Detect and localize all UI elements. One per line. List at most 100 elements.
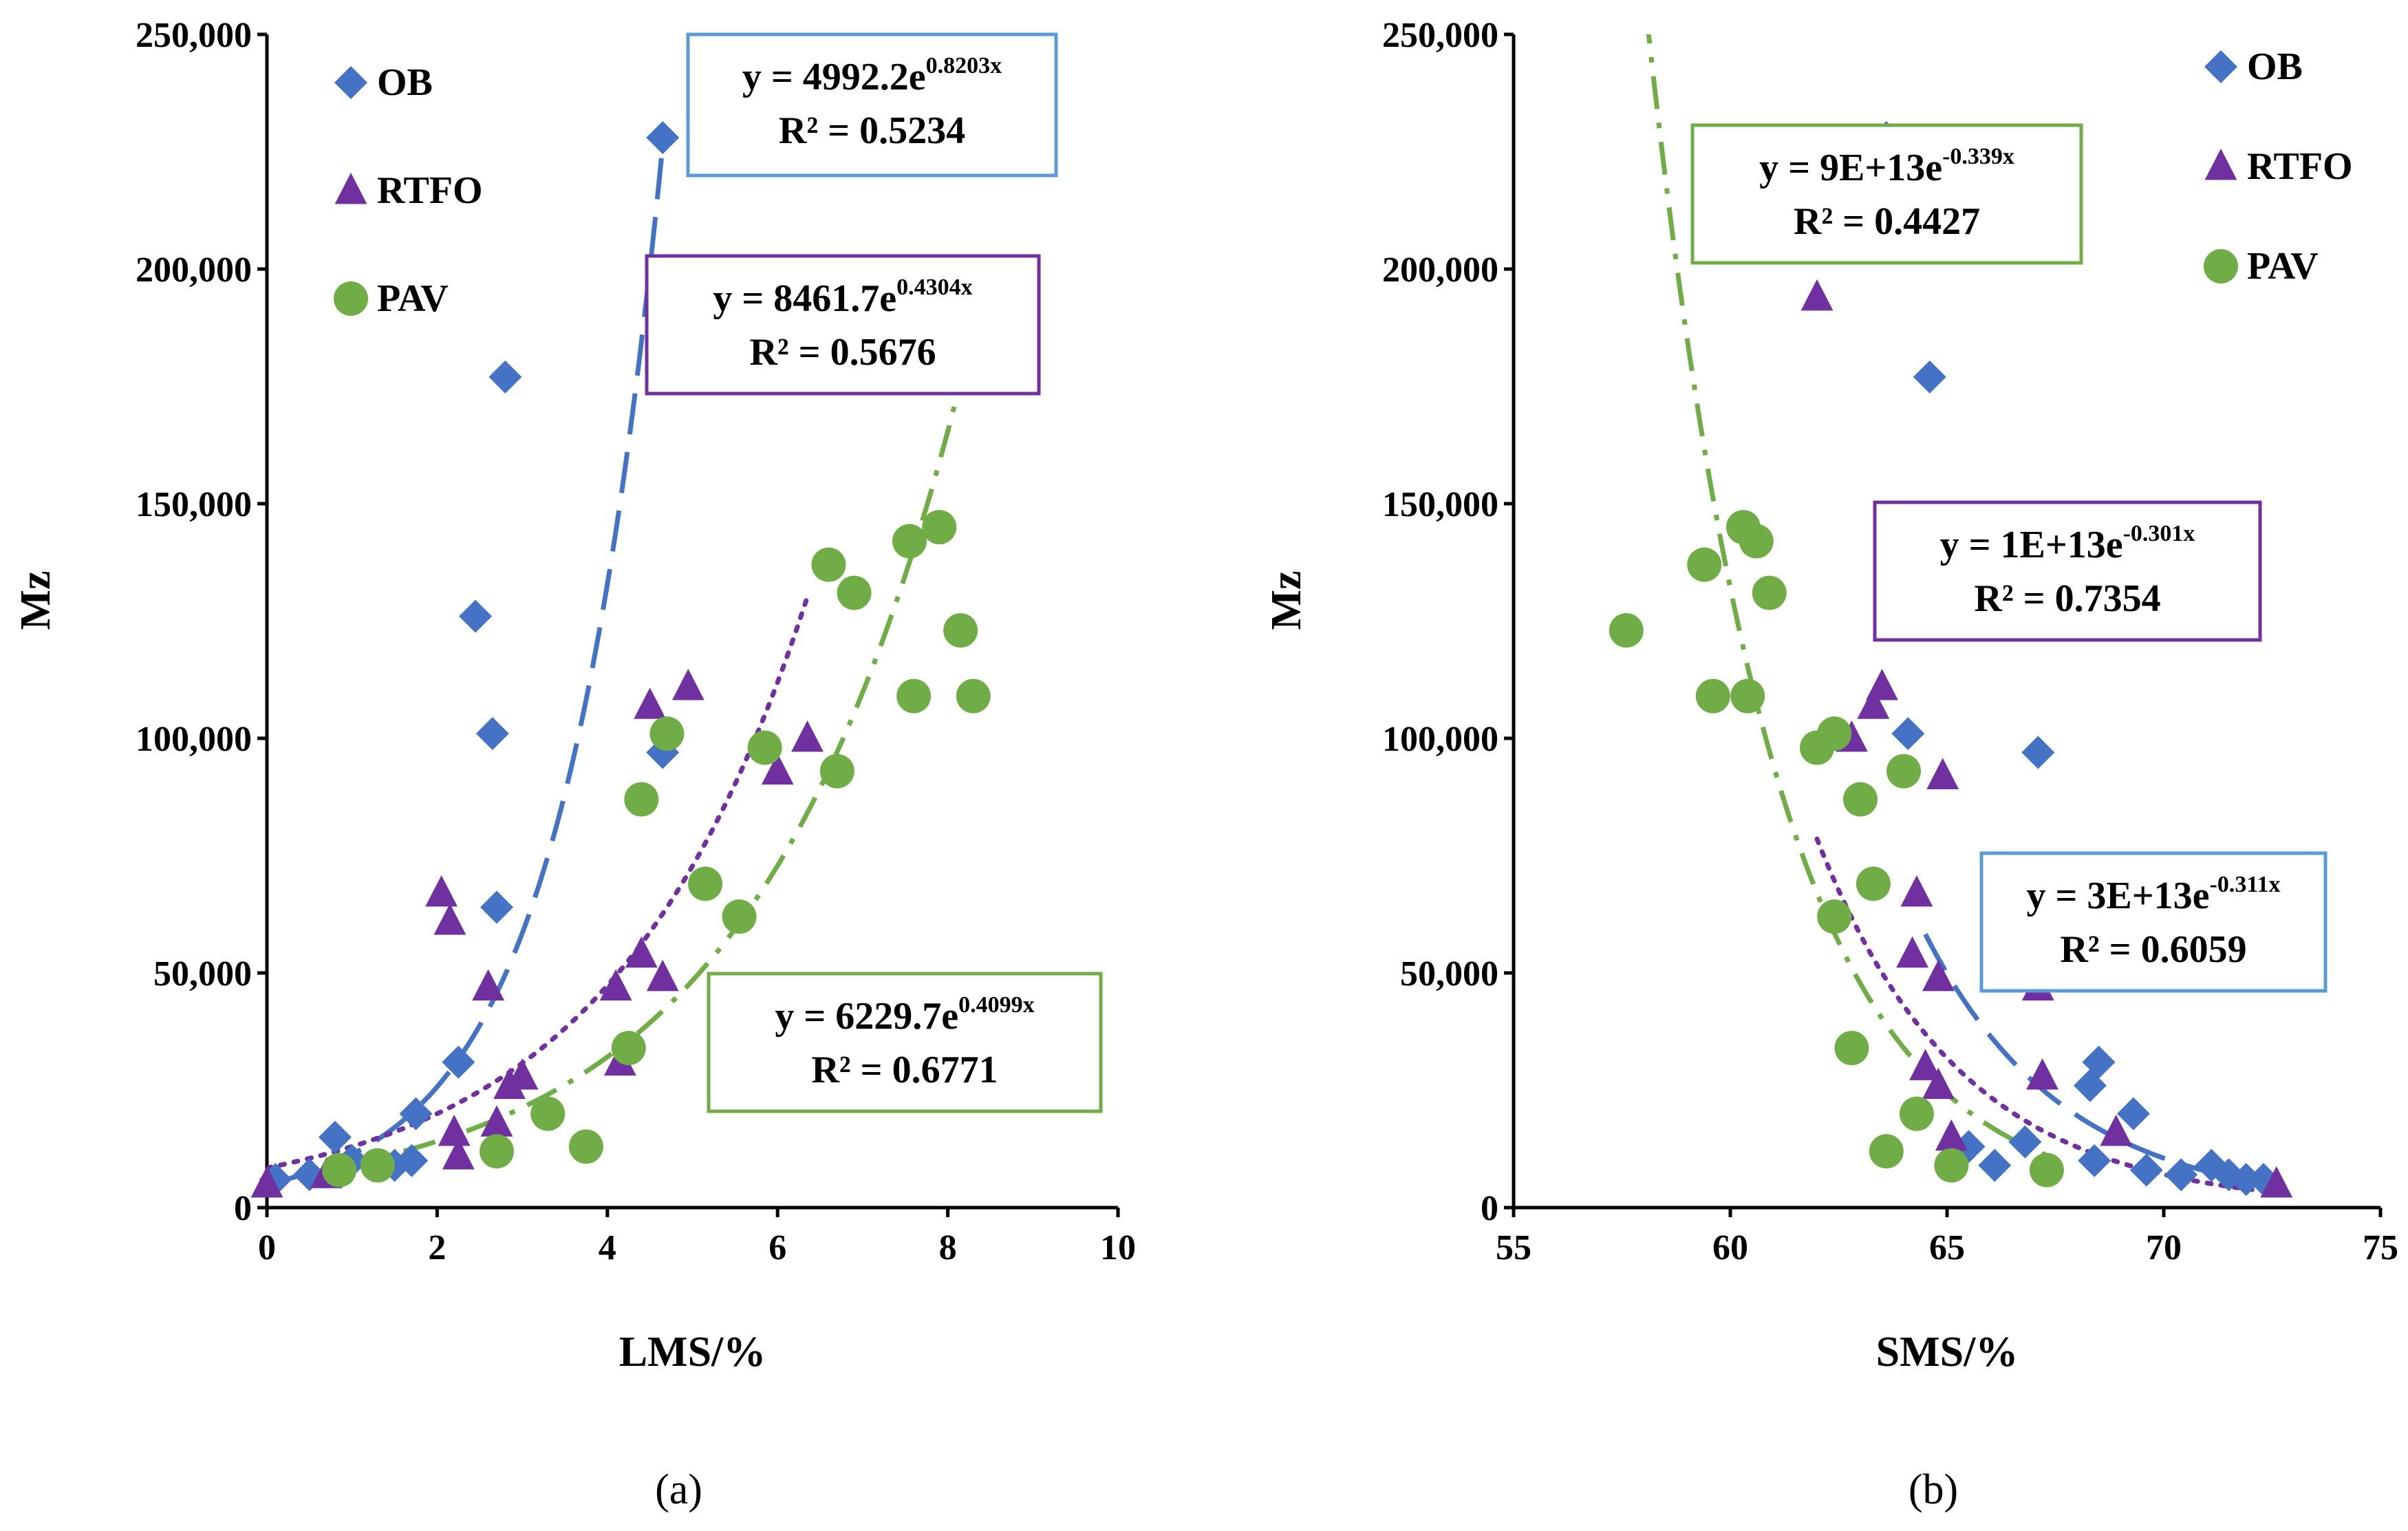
data-point-pav <box>1687 547 1722 582</box>
data-point-pav <box>649 716 685 751</box>
data-point-pav <box>1834 1031 1869 1066</box>
data-point-rtfo <box>1922 959 1955 992</box>
trendline-rtfo <box>1814 836 2279 1195</box>
data-point-ob <box>1891 717 1925 751</box>
x-tick-label: 10 <box>1100 1228 1136 1267</box>
data-point-ob <box>459 599 493 633</box>
data-point-rtfo <box>480 1105 513 1137</box>
trendline-r2: R² = 0.7354 <box>1974 577 2160 620</box>
data-point-ob <box>2229 1163 2263 1197</box>
data-point-pav <box>1739 524 1774 559</box>
legend-marker-rtfo <box>334 173 367 204</box>
data-point-pav <box>322 1153 357 1188</box>
data-point-pav <box>1695 678 1730 714</box>
x-tick-label: 8 <box>939 1228 957 1267</box>
equation-base: y = 3E+13e <box>2027 875 2210 917</box>
data-point-pav <box>811 547 846 582</box>
x-axis-label: SMS/% <box>1876 1329 2019 1375</box>
data-point-pav <box>1869 1134 1904 1169</box>
equation-exponent: 0.4304x <box>896 275 973 300</box>
y-tick-label: 50,000 <box>1400 954 1498 994</box>
data-point-pav <box>1934 1148 1969 1183</box>
equation-box-border <box>707 972 1103 1113</box>
x-tick-label: 70 <box>2146 1228 2182 1267</box>
data-point-rtfo <box>1857 687 1890 719</box>
equation-box-border <box>1979 851 2328 993</box>
legend-label-ob: OB <box>377 61 433 104</box>
data-point-rtfo <box>761 753 794 785</box>
data-point-pav <box>2029 1153 2064 1188</box>
trendline-pav <box>338 329 976 1169</box>
data-point-pav <box>530 1096 566 1131</box>
legend-marker-ob <box>334 66 367 99</box>
data-point-rtfo <box>506 1058 539 1090</box>
trendline-equation: y = 3E+13e-0.311x <box>2027 872 2281 917</box>
x-tick-label: 75 <box>2363 1228 2398 1267</box>
data-point-rtfo <box>1935 1119 1968 1151</box>
data-point-ob <box>395 1144 429 1177</box>
data-point-rtfo <box>634 687 667 719</box>
data-point-pav <box>943 613 978 648</box>
equation-box-rtfo: y = 1E+13e-0.301x R² = 0.7354 <box>1873 500 2262 642</box>
chart-panel-b: 0 50,000 100,000 150,000 200,000 250,000 55 60 6… <box>1263 16 2398 1513</box>
series-pav <box>322 510 991 1188</box>
data-point-ob <box>2008 1125 2042 1159</box>
equation-base: y = 1E+13e <box>1940 524 2123 566</box>
equation-exponent: 0.4099x <box>958 992 1035 1018</box>
data-point-ob <box>488 360 522 394</box>
x-tick-label: 2 <box>428 1228 446 1267</box>
panel-label: (b) <box>1909 1466 1958 1513</box>
data-point-pav <box>1817 899 1852 934</box>
legend-marker-rtfo <box>2204 149 2237 180</box>
data-point-rtfo <box>438 1114 471 1146</box>
data-point-pav <box>479 1134 514 1169</box>
data-point-rtfo <box>1926 758 1959 790</box>
data-point-pav <box>1817 716 1852 751</box>
data-point-rtfo <box>442 1137 475 1170</box>
data-point-rtfo <box>625 936 658 968</box>
data-point-pav <box>1886 753 1921 789</box>
legend-marker-pav <box>2204 249 2238 283</box>
data-point-ob <box>442 1045 475 1079</box>
data-point-ob <box>1913 360 1946 394</box>
panel-label: (a) <box>655 1466 702 1513</box>
data-point-ob <box>475 717 509 751</box>
data-point-rtfo <box>433 903 466 935</box>
data-point-pav <box>896 678 932 714</box>
data-point-ob <box>2073 1069 2107 1102</box>
equation-box-ob: y = 3E+13e-0.311x R² = 0.6059 <box>1979 851 2328 993</box>
data-point-pav <box>892 524 927 559</box>
data-point-ob <box>480 890 513 924</box>
x-tick-label: 55 <box>1496 1228 1531 1267</box>
data-point-rtfo <box>791 720 824 752</box>
data-point-ob <box>399 1097 433 1131</box>
x-tick-label: 0 <box>258 1228 276 1267</box>
equation-exponent: -0.311x <box>2210 872 2281 897</box>
y-tick-label: 200,000 <box>136 250 252 290</box>
data-point-ob <box>646 121 680 155</box>
y-tick-label: 150,000 <box>1382 485 1498 524</box>
y-tick-label: 250,000 <box>136 16 252 55</box>
legend-label-rtfo: RTFO <box>2247 145 2353 188</box>
x-axis-label: LMS/% <box>619 1329 766 1375</box>
x-tick-label: 4 <box>599 1228 616 1267</box>
series-pav <box>1609 510 2064 1188</box>
equation-exponent: -0.339x <box>1942 144 2014 169</box>
data-point-pav <box>611 1031 646 1066</box>
equation-box-border <box>1873 500 2262 642</box>
trendline-r2: R² = 0.5234 <box>779 109 965 152</box>
data-point-ob <box>2129 1153 2163 1187</box>
y-tick-label: 100,000 <box>1382 720 1498 759</box>
data-point-rtfo <box>671 668 705 700</box>
y-tick-label: 250,000 <box>1382 16 1498 55</box>
equation-box-border <box>686 32 1058 178</box>
data-point-rtfo <box>1900 875 1933 907</box>
series-rtfo <box>1800 279 2293 1198</box>
data-point-rtfo <box>2100 1114 2133 1146</box>
y-tick-label: 200,000 <box>1382 250 1498 290</box>
legend: OB RTFO PAV <box>334 61 483 320</box>
data-point-pav <box>1730 678 1765 714</box>
equation-base: y = 8461.7e <box>713 277 896 320</box>
x-tick-label: 65 <box>1929 1228 1965 1267</box>
trendline-r2: R² = 0.4427 <box>1794 200 1980 243</box>
